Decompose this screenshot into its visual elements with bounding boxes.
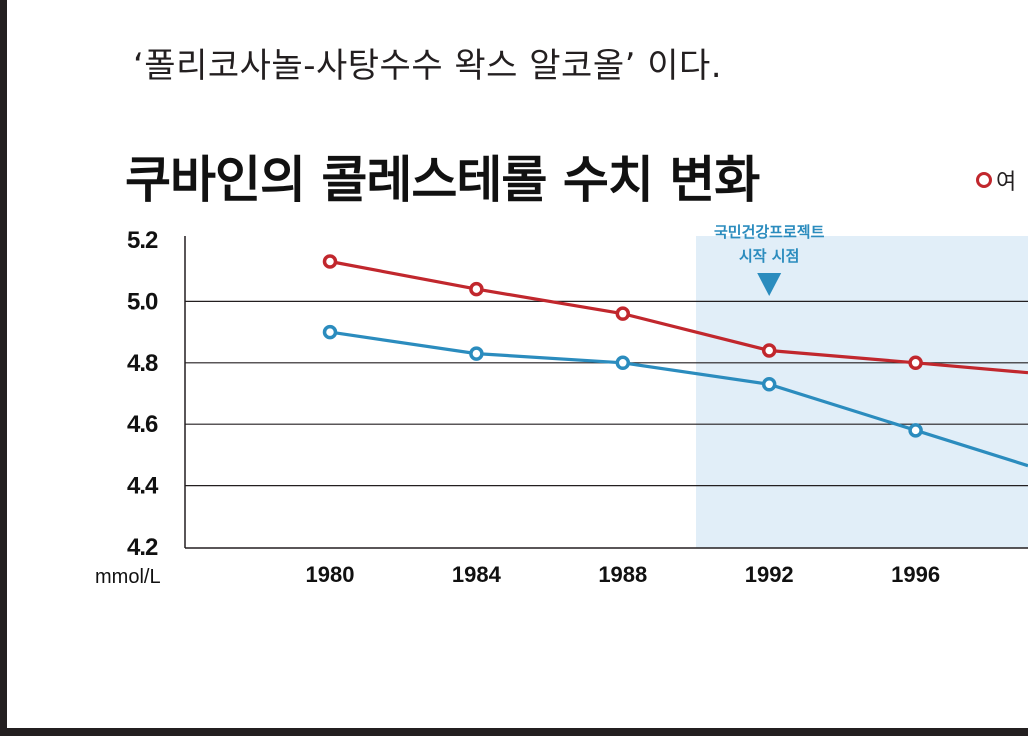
annotation-arrow-icon <box>757 273 782 296</box>
x-tick-label: 1984 <box>452 562 502 587</box>
y-tick-label: 4.8 <box>127 350 158 377</box>
chart-title: 쿠바인의 콜레스테롤 수치 변화 <box>125 151 760 209</box>
y-tick-label: 4.6 <box>127 411 158 438</box>
data-point-0-0 <box>322 254 338 269</box>
x-tick-label: 1980 <box>306 562 355 587</box>
data-point-0-1 <box>469 281 484 297</box>
annotation-line2: 시작 시점 <box>739 247 799 265</box>
y-tick-label: 5.0 <box>127 288 158 315</box>
data-point-1-0 <box>322 324 338 340</box>
y-tick-label: 5.2 <box>127 227 158 254</box>
y-tick-label: 4.4 <box>127 473 159 500</box>
intro-text: ‘폴리코사놀-사탕수수 왁스 알코올’ 이다. <box>133 46 723 86</box>
chart-legend: 여 <box>976 164 1016 196</box>
annotation-line1: 국민건강프로젝트 <box>714 223 825 241</box>
data-point-0-3 <box>761 343 777 358</box>
series-line-1 <box>329 330 1028 468</box>
data-point-1-1 <box>469 346 484 361</box>
x-tick-label: 1988 <box>598 562 647 587</box>
data-point-0-2 <box>615 306 631 321</box>
legend-marker-icon <box>976 172 992 188</box>
data-point-1-4 <box>908 423 923 438</box>
frame-bottom-border <box>0 728 1028 736</box>
highlight-band <box>696 236 1028 548</box>
data-point-1-3 <box>761 377 777 392</box>
frame-left-border <box>0 0 7 736</box>
data-point-1-2 <box>615 355 631 371</box>
series-line-0 <box>329 259 1028 375</box>
data-point-0-4 <box>908 355 923 371</box>
x-tick-label: 1992 <box>745 562 794 587</box>
y-tick-label: 4.2 <box>127 534 158 561</box>
legend-label: 여 <box>996 170 1017 195</box>
y-axis-unit: mmol/L <box>95 566 161 588</box>
x-tick-label: 1996 <box>891 562 940 587</box>
